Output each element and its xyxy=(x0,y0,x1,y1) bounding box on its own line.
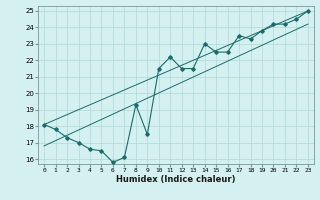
X-axis label: Humidex (Indice chaleur): Humidex (Indice chaleur) xyxy=(116,175,236,184)
